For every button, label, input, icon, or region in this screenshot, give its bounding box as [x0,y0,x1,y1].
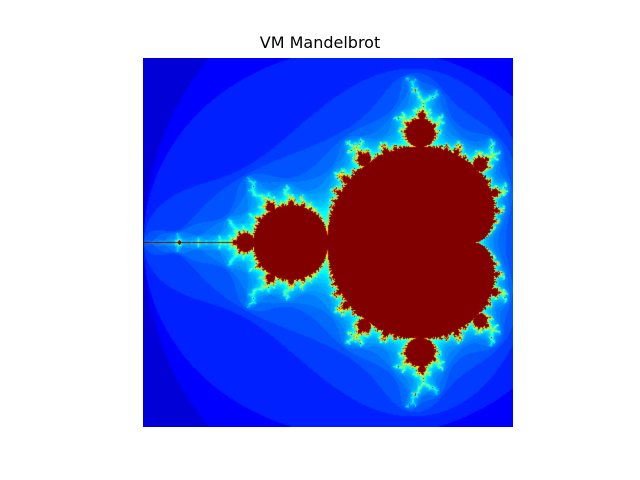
plot-title: VM Mandelbrot [259,33,381,52]
mandelbrot-image [143,58,513,427]
